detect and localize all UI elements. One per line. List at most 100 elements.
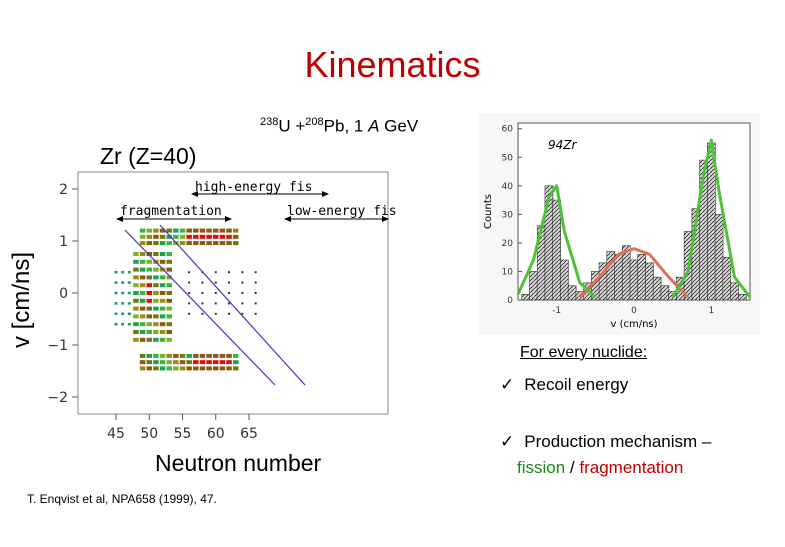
nuclide-cell: [241, 292, 244, 294]
nuclide-cell: [254, 302, 257, 305]
nuclide-cell: [133, 283, 139, 288]
y-tick-label: 50: [502, 153, 514, 163]
nuclide-cell: [186, 228, 192, 233]
nuclide-cell: [226, 353, 232, 358]
y-tick-label: 1: [59, 234, 68, 250]
nuclide-cell: [153, 360, 159, 365]
y-tick-label: 40: [502, 182, 514, 192]
nuclide-cell: [254, 292, 257, 294]
nuclide-cell: [186, 366, 192, 371]
nuclide-cell: [241, 312, 244, 315]
slide-title: Kinematics: [304, 44, 481, 85]
neutron-axis-label: Neutron number: [155, 450, 322, 476]
nuclide-cell: [232, 360, 239, 365]
nuclide-cell: [193, 360, 199, 365]
y-tick-label: −1: [47, 338, 68, 354]
nuclide-cell: [179, 228, 186, 233]
nuclide-cell: [193, 353, 199, 358]
histogram-bar: [714, 214, 724, 301]
nuclide-cell: [121, 322, 125, 326]
nuclide-cell: [213, 366, 219, 371]
nuclide-cell: [214, 312, 217, 315]
velocity-axis-label: v [cm/ns]: [8, 251, 35, 349]
energy-unit-rest: GeV: [379, 116, 419, 136]
nuclide-cell: [214, 281, 217, 284]
y-tick-label: −2: [47, 390, 68, 406]
recoil-bullet: ✓ Recoil energy: [500, 375, 628, 395]
nuclide-cell: [226, 228, 232, 233]
nuclide-cell: [232, 234, 239, 239]
nuclide-cell: [166, 267, 172, 272]
nuclide-cell: [146, 267, 152, 272]
nuclide-cell: [241, 281, 244, 284]
nuclide-cell: [214, 292, 217, 294]
nuclide-cell: [219, 241, 226, 246]
kinematic-line-1: [124, 229, 276, 386]
y-tick-label: 30: [502, 210, 514, 220]
nuclide-cell: [173, 234, 179, 239]
nuclide-cell: [206, 241, 212, 246]
nuclide-cell: [166, 259, 172, 264]
x-tick-label: 65: [240, 426, 258, 442]
nuclide-cell: [146, 322, 152, 327]
nuclide-cell: [121, 302, 125, 305]
nuclide-cell: [226, 234, 232, 239]
nuclide-cell: [219, 366, 226, 371]
nuclide-cell: [228, 271, 231, 274]
histogram-bar: [637, 254, 647, 301]
nuclide-cell: [214, 302, 217, 305]
check-icon: ✓: [500, 375, 515, 394]
nuclide-cell: [241, 271, 244, 274]
nuclide-cell: [127, 270, 131, 274]
nuclide-cell: [146, 275, 152, 280]
nuclide-cell: [146, 291, 152, 295]
nuclide-cell: [206, 360, 212, 365]
nuclide-cell: [139, 306, 146, 311]
nuclide-cell: [186, 353, 192, 358]
nuclide-cell: [179, 241, 186, 246]
nuclide-cell: [146, 330, 152, 334]
nuclide-cell: [166, 322, 172, 327]
nuclide-cell: [219, 360, 226, 365]
histogram-bar: [567, 285, 577, 301]
nuclide-cell: [214, 271, 217, 274]
nuclide-cell: [146, 234, 152, 239]
reaction-subtitle: 238U +208Pb, 1 A GeV: [260, 116, 418, 137]
nuclide-cell: [133, 306, 139, 311]
nuclide-cell: [139, 366, 146, 371]
nuclide-cell: [153, 330, 159, 334]
kinematic-line-2: [159, 224, 306, 386]
nuclide-cell: [159, 275, 166, 280]
x-tick-label: 50: [140, 426, 158, 442]
nuclide-cell: [166, 366, 172, 371]
nuclide-cell: [139, 353, 146, 358]
nuclide-cell: [159, 306, 166, 311]
nuclide-cell: [232, 353, 239, 358]
u-mass-number: 238: [260, 116, 279, 128]
arrow-head: [116, 216, 123, 222]
nuclide-cell: [213, 241, 219, 246]
x-tick-label: 1: [708, 306, 714, 316]
nuclide-cell: [219, 353, 226, 358]
nuclide-cell: [193, 234, 199, 239]
nuclide-cell: [133, 267, 139, 272]
histogram-x-label: v (cm/ns): [610, 319, 657, 330]
nuclide-cell: [166, 306, 172, 311]
nuclide-cell: [133, 330, 139, 334]
production-bullet: ✓ Production mechanism –: [500, 432, 711, 452]
nuclide-cell: [146, 337, 152, 342]
nuclide-cell: [188, 271, 191, 274]
nuclide-cell: [139, 259, 146, 264]
nuclide-cell: [226, 366, 232, 371]
axis-ticks: 45 50 55 60 65 2 1 0 −1 −2: [47, 182, 258, 442]
y-tick-label: 20: [502, 239, 514, 249]
nuclide-cell: [153, 252, 159, 256]
nuclide-cell: [219, 228, 226, 233]
arrow-head: [382, 216, 389, 222]
x-tick-label: 45: [107, 426, 125, 442]
nuclide-cell: [127, 302, 131, 305]
histogram-bar: [645, 262, 654, 301]
nuclide-cell: [166, 353, 172, 358]
energy-unit-a: A: [368, 116, 380, 136]
nuclide-cell: [139, 314, 146, 319]
